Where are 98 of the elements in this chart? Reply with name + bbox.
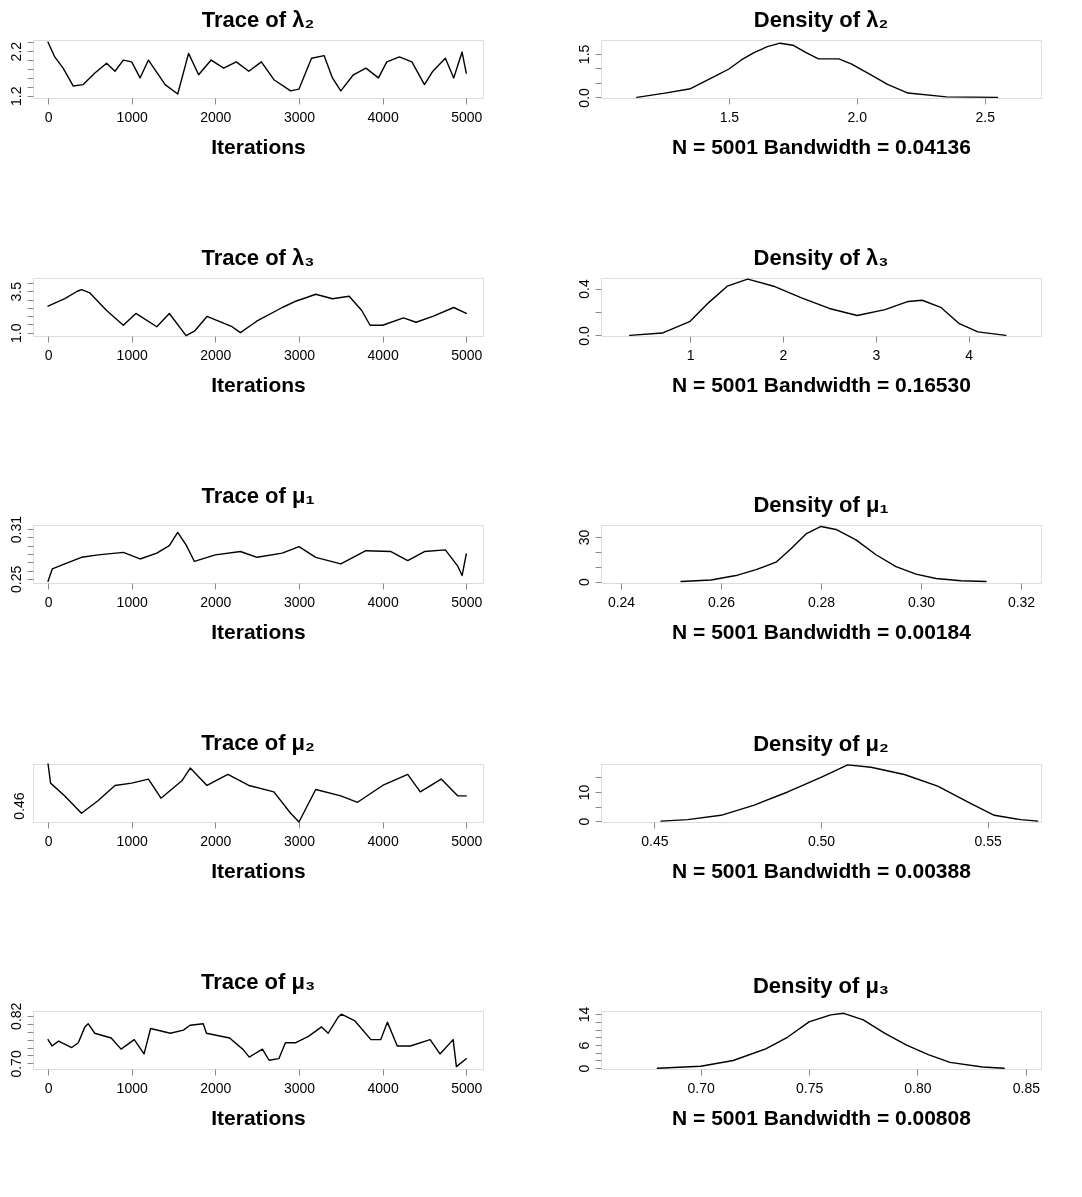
x-tick-label: 4: [965, 346, 974, 363]
x-tick-label: 1000: [116, 108, 148, 125]
x-tick-label: 1000: [116, 1079, 148, 1096]
x-tick-label: 5000: [451, 832, 483, 849]
x-tick-label: 1000: [116, 593, 148, 610]
y-tick-label: 0.82: [7, 1002, 24, 1030]
x-tick-label: 0.55: [974, 832, 1002, 849]
x-axis-title: N = 5001 Bandwidth = 0.00388: [672, 858, 972, 882]
x-tick-label: 5000: [451, 1079, 483, 1096]
x-axis-title: Iterations: [211, 619, 306, 643]
x-tick-label: 1000: [116, 346, 148, 363]
chart-title: Trace of μ₃: [200, 969, 316, 995]
x-tick-label: 0: [44, 832, 53, 849]
x-tick-label: 3: [872, 346, 881, 363]
y-tick-label: 1.5: [575, 44, 592, 65]
x-tick-label: 0.80: [904, 1079, 932, 1096]
chart-title: Trace of μ₁: [201, 482, 315, 508]
x-tick-label: 3000: [283, 593, 316, 610]
y-tick-label: 0.4: [575, 279, 592, 299]
y-tick-label: 6: [575, 1041, 592, 1050]
y-tick-label: 0.70: [7, 1050, 24, 1078]
x-tick-label: 2.0: [847, 108, 868, 125]
x-axis-title: Iterations: [211, 134, 306, 158]
line-series: [660, 764, 1039, 822]
x-tick-label: 0.75: [795, 1079, 824, 1096]
x-tick-label: 3000: [283, 832, 316, 849]
y-tick-label: 0.0: [575, 87, 592, 108]
x-tick-label: 2000: [200, 346, 232, 363]
x-tick-label: 2000: [200, 108, 232, 125]
x-tick-label: 2: [779, 346, 788, 363]
x-tick-label: 0: [44, 1079, 53, 1096]
line-series: [47, 41, 467, 95]
y-tick-label: 0: [575, 1064, 592, 1073]
line-series: [629, 278, 1007, 337]
x-axis-title: Iterations: [211, 1105, 306, 1129]
chart-title: Density of λ₂: [753, 7, 889, 32]
x-tick-label: 0: [44, 108, 53, 125]
x-tick-label: 2000: [200, 593, 232, 610]
chart-title: Trace of λ₃: [201, 245, 315, 270]
x-tick-label: 0.30: [907, 593, 936, 610]
y-tick-label: 0.0: [575, 325, 592, 346]
chart-title: Density of μ₁: [753, 492, 889, 517]
x-tick-label: 3000: [283, 346, 316, 363]
y-tick-label: 2.2: [7, 41, 24, 62]
x-tick-label: 0: [44, 346, 53, 363]
chart-title: Density of μ₂: [753, 731, 889, 756]
x-tick-label: 1000: [116, 832, 148, 849]
x-tick-label: 2000: [200, 1079, 232, 1096]
x-tick-label: 0: [44, 593, 53, 610]
line-series: [47, 531, 467, 583]
y-tick-label: 0.25: [7, 565, 24, 593]
text: 0.46: [11, 792, 27, 820]
x-tick-label: 2000: [200, 832, 232, 849]
x-tick-label: 0.28: [807, 593, 836, 610]
y-tick-label: 14: [575, 1006, 592, 1023]
y-tick-label: 3.5: [7, 281, 24, 302]
chart-title: Trace of μ₂: [201, 730, 315, 756]
x-tick-label: 1.5: [719, 108, 740, 125]
x-axis-title: Iterations: [211, 372, 306, 396]
line-series: [47, 1013, 467, 1068]
x-axis-title: Iterations: [211, 858, 306, 882]
x-tick-label: 3000: [283, 108, 316, 125]
x-tick-label: 0.26: [707, 593, 736, 610]
line-series: [656, 1012, 1005, 1069]
y-tick-label: 10: [575, 784, 592, 801]
x-tick-label: 0.50: [807, 832, 836, 849]
x-axis-title: N = 5001 Bandwidth = 0.00808: [672, 1105, 972, 1129]
chart-title: Density of λ₃: [753, 245, 889, 270]
x-tick-label: 0.85: [1012, 1079, 1041, 1096]
y-tick-label: 1.2: [7, 86, 24, 106]
x-axis-title: N = 5001 Bandwidth = 0.16530: [672, 372, 971, 396]
x-tick-label: 5000: [451, 108, 483, 125]
x-tick-label: 5000: [451, 593, 483, 610]
x-tick-label: 4000: [367, 1079, 399, 1096]
y-tick-label: 30: [575, 529, 592, 546]
x-tick-label: 0.24: [607, 593, 636, 610]
x-tick-label: 4000: [367, 832, 399, 849]
x-tick-label: 4000: [367, 108, 399, 125]
x-tick-label: 3000: [283, 1079, 316, 1096]
y-tick-label: 1.0: [7, 323, 24, 343]
x-tick-label: 2.5: [975, 108, 996, 125]
y-tick-label: 0.31: [7, 515, 24, 544]
x-axis-title: N = 5001 Bandwidth = 0.04136: [672, 134, 971, 158]
chart-title: Density of μ₃: [752, 973, 890, 999]
x-tick-label: 0.32: [1007, 593, 1036, 610]
line-series: [636, 42, 999, 99]
x-tick-label: 1: [686, 346, 695, 363]
line-series: [47, 288, 467, 337]
chart-title: Trace of λ₂: [201, 7, 315, 32]
line-series: [680, 525, 987, 583]
x-tick-label: 4000: [367, 346, 399, 363]
y-tick-label: 0: [575, 817, 592, 826]
x-tick-label: 4000: [367, 593, 399, 610]
x-tick-label: 5000: [451, 346, 483, 363]
x-axis-title: N = 5001 Bandwidth = 0.00184: [672, 619, 972, 643]
y-tick-label: 0: [575, 577, 592, 586]
x-tick-label: 0.70: [687, 1079, 716, 1096]
x-tick-label: 0.45: [641, 832, 669, 849]
